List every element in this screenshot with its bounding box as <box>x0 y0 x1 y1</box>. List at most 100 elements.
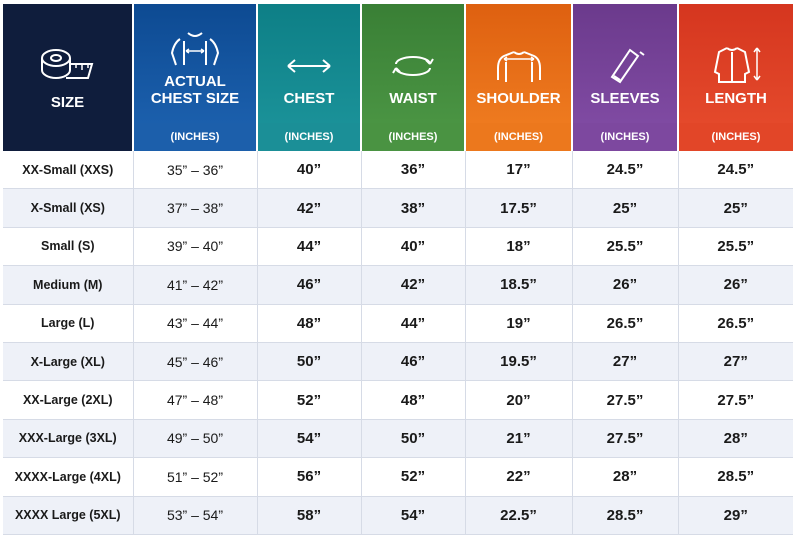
table-row: XX-Small (XXS) 35” – 36” 40” 36” 17” 24.5” 24.… <box>3 151 793 190</box>
sleeve-icon <box>610 48 645 84</box>
cell-size: XXX-Large (3XL) <box>3 419 134 459</box>
header-chest-label: CHEST <box>283 90 335 107</box>
unit-length: (INCHES) <box>678 123 793 151</box>
cell-shoulder: 18” <box>465 227 573 267</box>
cell-waist: 36” <box>361 151 466 190</box>
cell-sleeves: 24.5” <box>572 151 679 190</box>
cell-sleeves: 27” <box>572 342 679 382</box>
double-arrow-icon <box>287 59 331 73</box>
table-row: Medium (M) 41” – 42” 46” 42” 18.5” 26” 26” <box>3 265 793 305</box>
cell-size: XX-Small (XXS) <box>3 151 134 190</box>
cell-actual-chest: 51” – 52” <box>133 457 258 497</box>
cell-length: 25.5” <box>678 227 793 267</box>
jacket-length-icon <box>713 47 761 83</box>
cell-chest: 58” <box>257 496 362 535</box>
cell-chest: 54” <box>257 419 362 459</box>
cell-sleeves: 26” <box>572 265 679 305</box>
cell-sleeves: 28” <box>572 457 679 497</box>
cell-shoulder: 20” <box>465 380 573 420</box>
cell-waist: 44” <box>361 304 466 343</box>
cell-length: 26.5” <box>678 304 793 343</box>
cell-waist: 48” <box>361 380 466 420</box>
cell-shoulder: 19.5” <box>465 342 573 382</box>
cell-size: Small (S) <box>3 227 134 267</box>
size-rows: XX-Small (XXS) 35” – 36” 40” 36” 17” 24.5” 24.… <box>3 151 793 535</box>
header-waist: WAIST <box>361 4 466 123</box>
table-row: Large (L) 43” – 44” 48” 44” 19” 26.5” 26.5” <box>3 304 793 343</box>
unit-sleeves: (INCHES) <box>572 123 679 151</box>
cell-length: 29” <box>678 496 793 535</box>
cell-sleeves: 27.5” <box>572 380 679 420</box>
cell-size: XXXX Large (5XL) <box>3 496 134 535</box>
cell-sleeves: 25.5” <box>572 227 679 267</box>
cell-sleeves: 28.5” <box>572 496 679 535</box>
table-row: X-Large (XL) 45” – 46” 50” 46” 19.5” 27” 27” <box>3 342 793 382</box>
header-sleeves: SLEEVES <box>572 4 679 123</box>
cell-size: XXXX-Large (4XL) <box>3 457 134 497</box>
shoulder-icon <box>496 51 541 82</box>
header-waist-label: WAIST <box>389 90 437 107</box>
header-sleeves-label: SLEEVES <box>590 90 660 107</box>
header-actual-chest-line1: ACTUAL <box>164 73 226 90</box>
header-actual-chest: ACTUAL CHEST SIZE <box>133 4 258 123</box>
circular-arrows-icon <box>392 56 434 76</box>
cell-length: 24.5” <box>678 151 793 190</box>
header-shoulder: SHOULDER <box>465 4 573 123</box>
cell-sleeves: 27.5” <box>572 419 679 459</box>
cell-shoulder: 17.5” <box>465 188 573 228</box>
cell-actual-chest: 37” – 38” <box>133 188 258 228</box>
size-table: SIZE ACTUAL CHEST SIZE CHEST <box>3 4 793 535</box>
unit-waist: (INCHES) <box>361 123 466 151</box>
cell-waist: 46” <box>361 342 466 382</box>
cell-length: 26” <box>678 265 793 305</box>
header-actual-chest-line2: CHEST SIZE <box>150 90 240 107</box>
cell-size: Medium (M) <box>3 265 134 305</box>
cell-sleeves: 26.5” <box>572 304 679 343</box>
header-length-label: LENGTH <box>705 90 767 107</box>
table-row: XXXX-Large (4XL) 51” – 52” 56” 52” 22” 28” 28.… <box>3 457 793 497</box>
cell-actual-chest: 47” – 48” <box>133 380 258 420</box>
header-shoulder-label: SHOULDER <box>476 90 561 107</box>
table-row: XX-Large (2XL) 47” – 48” 52” 48” 20” 27.5” 27.… <box>3 380 793 420</box>
cell-actual-chest: 41” – 42” <box>133 265 258 305</box>
cell-length: 28” <box>678 419 793 459</box>
cell-chest: 56” <box>257 457 362 497</box>
cell-shoulder: 19” <box>465 304 573 343</box>
cell-chest: 50” <box>257 342 362 382</box>
header-length: LENGTH <box>678 4 793 123</box>
torso-chest-icon <box>170 32 220 66</box>
cell-length: 28.5” <box>678 457 793 497</box>
tape-measure-icon <box>40 49 93 79</box>
unit-actual-chest: (INCHES) <box>133 123 258 151</box>
cell-waist: 40” <box>361 227 466 267</box>
cell-actual-chest: 35” – 36” <box>133 151 258 190</box>
cell-length: 27” <box>678 342 793 382</box>
cell-chest: 42” <box>257 188 362 228</box>
cell-waist: 42” <box>361 265 466 305</box>
table-row: X-Small (XS) 37” – 38” 42” 38” 17.5” 25” 25” <box>3 188 793 228</box>
cell-actual-chest: 43” – 44” <box>133 304 258 343</box>
header-size: SIZE <box>3 4 134 151</box>
cell-length: 27.5” <box>678 380 793 420</box>
cell-actual-chest: 49” – 50” <box>133 419 258 459</box>
cell-size: X-Small (XS) <box>3 188 134 228</box>
cell-actual-chest: 53” – 54” <box>133 496 258 535</box>
table-row: XXXX Large (5XL) 53” – 54” 58” 54” 22.5” 28.5… <box>3 496 793 535</box>
cell-actual-chest: 39” – 40” <box>133 227 258 267</box>
cell-waist: 52” <box>361 457 466 497</box>
cell-shoulder: 22” <box>465 457 573 497</box>
unit-shoulder: (INCHES) <box>465 123 573 151</box>
cell-chest: 46” <box>257 265 362 305</box>
cell-length: 25” <box>678 188 793 228</box>
cell-shoulder: 22.5” <box>465 496 573 535</box>
cell-waist: 54” <box>361 496 466 535</box>
cell-chest: 40” <box>257 151 362 190</box>
cell-size: XX-Large (2XL) <box>3 380 134 420</box>
cell-chest: 48” <box>257 304 362 343</box>
table-row: XXX-Large (3XL) 49” – 50” 54” 50” 21” 27.5” 28… <box>3 419 793 459</box>
cell-sleeves: 25” <box>572 188 679 228</box>
cell-waist: 50” <box>361 419 466 459</box>
cell-size: X-Large (XL) <box>3 342 134 382</box>
cell-shoulder: 18.5” <box>465 265 573 305</box>
